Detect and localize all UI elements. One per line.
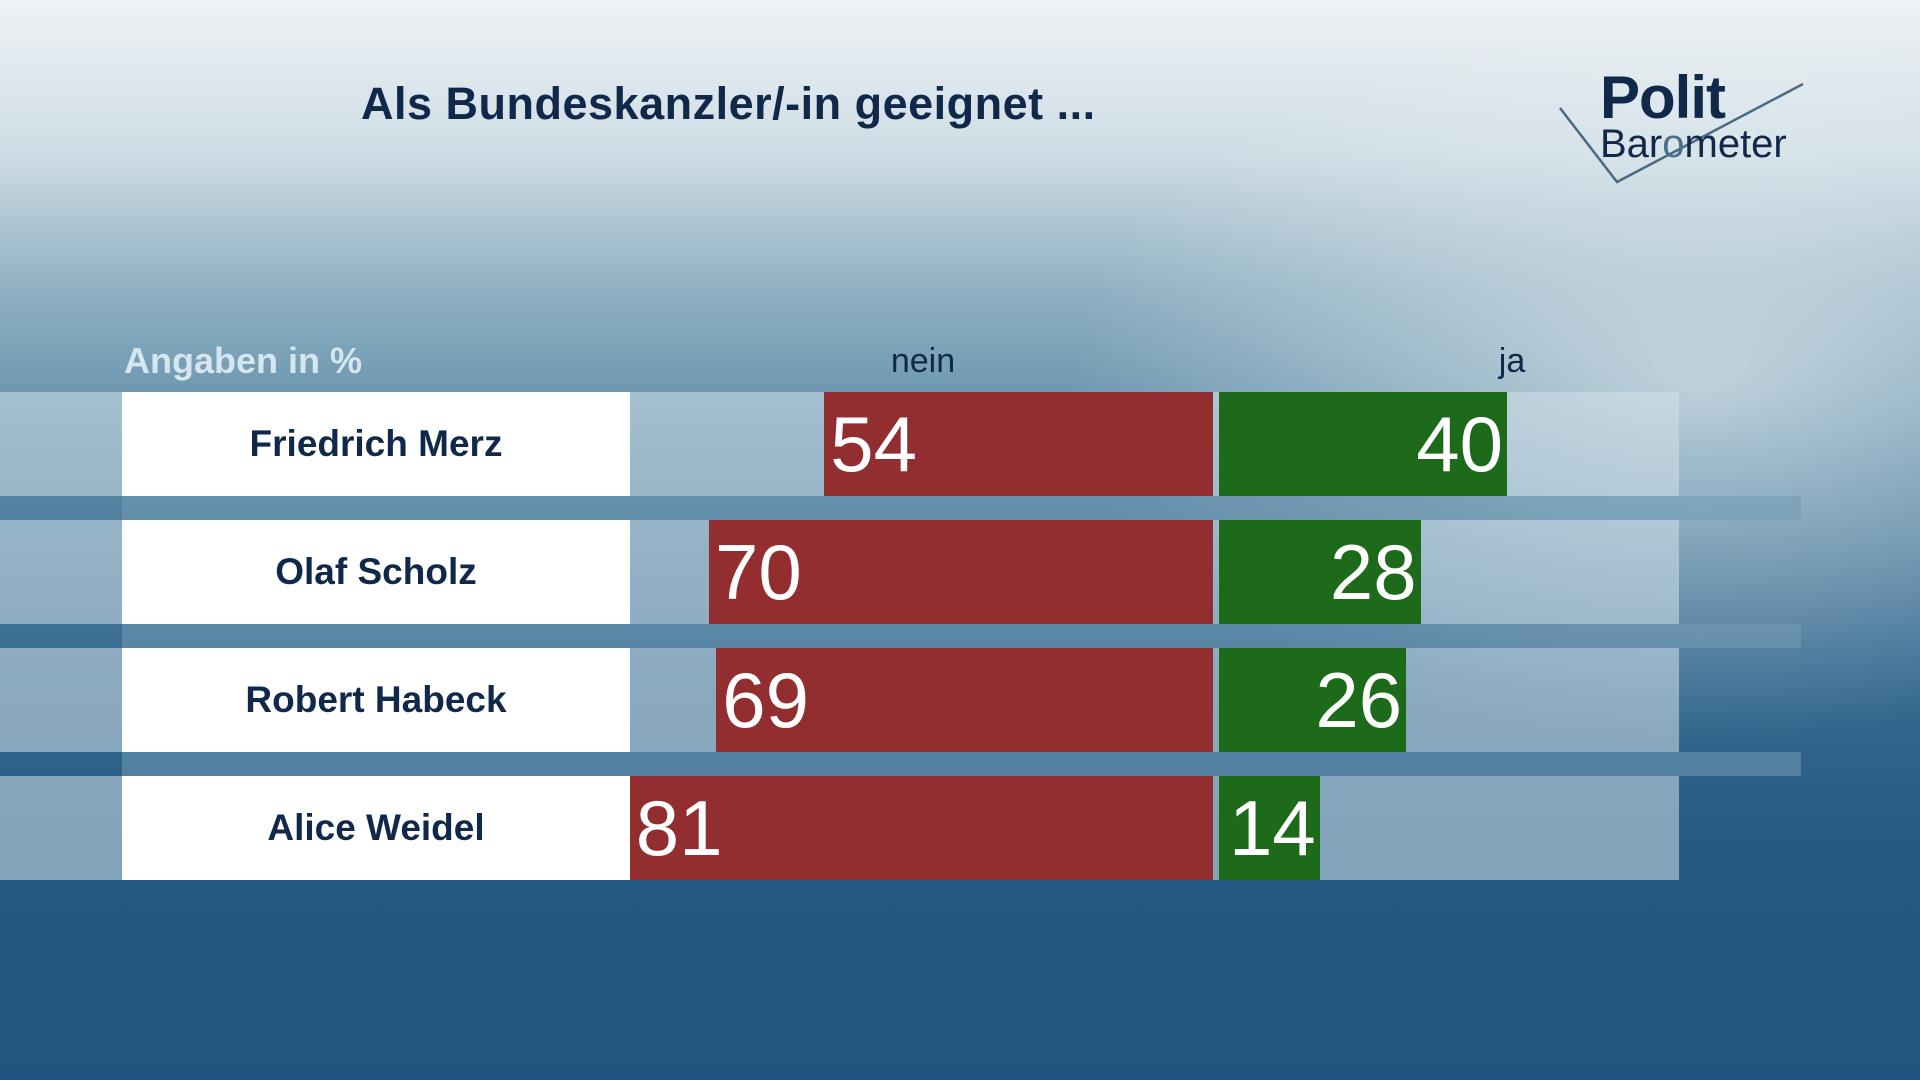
logo-text-barometer: Barometer xyxy=(1600,122,1787,166)
bar-nein: 54 xyxy=(824,392,1213,496)
bar-row: Olaf Scholz 70 28 xyxy=(122,520,1801,624)
data-label-ja: 40 xyxy=(1416,400,1503,488)
legend-ja: ja xyxy=(1498,342,1526,380)
chart-title: Als Bundeskanzler/-in geeignet ... xyxy=(361,78,1096,129)
bar-nein: 69 xyxy=(716,648,1213,752)
row-separator xyxy=(122,496,1801,520)
data-label-ja: 28 xyxy=(1329,528,1417,616)
category-label: Alice Weidel xyxy=(122,776,630,880)
politbarometer-logo: Polit Barometer xyxy=(1555,68,1810,186)
legend-nein: nein xyxy=(890,342,956,380)
data-label-ja: 14 xyxy=(1229,784,1316,872)
data-label-ja: 26 xyxy=(1315,656,1403,744)
category-label: Friedrich Merz xyxy=(122,392,630,496)
data-label-nein: 69 xyxy=(722,656,809,744)
bar-row: Alice Weidel 81 14 xyxy=(122,776,1801,880)
row-separator xyxy=(122,752,1801,776)
bar-ja: 40 xyxy=(1219,392,1507,496)
logo-text-polit: Polit xyxy=(1600,64,1726,131)
bar-ja: 14 xyxy=(1219,776,1320,880)
bar-ja: 26 xyxy=(1219,648,1407,752)
row-separator xyxy=(122,624,1801,648)
checkmark-icon xyxy=(1559,82,1804,184)
bar-nein: 70 xyxy=(709,520,1213,624)
data-label-nein: 54 xyxy=(830,400,917,488)
category-label: Olaf Scholz xyxy=(122,520,630,624)
unit-label: Angaben in % xyxy=(124,340,363,381)
bar-row: Friedrich Merz 54 40 xyxy=(122,392,1801,496)
category-label: Robert Habeck xyxy=(122,648,630,752)
data-label-nein: 70 xyxy=(715,528,802,616)
data-label-nein: 81 xyxy=(635,784,723,872)
bar-row: Robert Habeck 69 26 xyxy=(122,648,1801,752)
bar-nein: 81 xyxy=(629,776,1213,880)
bar-ja: 28 xyxy=(1219,520,1421,624)
